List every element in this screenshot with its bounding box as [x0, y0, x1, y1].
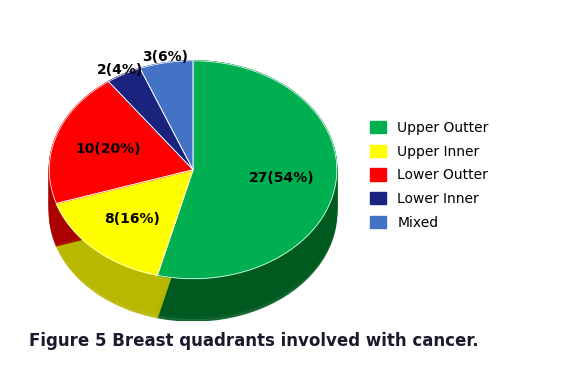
Polygon shape	[49, 96, 193, 217]
Polygon shape	[140, 61, 193, 170]
Polygon shape	[49, 91, 193, 213]
Polygon shape	[140, 73, 193, 182]
Polygon shape	[140, 70, 193, 179]
Polygon shape	[157, 61, 337, 279]
Polygon shape	[140, 66, 193, 175]
Polygon shape	[157, 89, 337, 307]
Polygon shape	[140, 96, 193, 205]
Polygon shape	[157, 75, 337, 293]
Polygon shape	[140, 101, 193, 210]
Polygon shape	[56, 210, 193, 315]
Polygon shape	[56, 184, 193, 289]
Polygon shape	[140, 99, 193, 207]
Polygon shape	[56, 170, 193, 275]
Polygon shape	[109, 108, 193, 210]
Polygon shape	[109, 87, 193, 189]
Text: 2(4%): 2(4%)	[97, 62, 143, 76]
Polygon shape	[49, 93, 193, 215]
Polygon shape	[56, 186, 193, 292]
Polygon shape	[56, 200, 193, 306]
Polygon shape	[157, 99, 337, 316]
Polygon shape	[157, 96, 337, 314]
Polygon shape	[49, 86, 193, 208]
Polygon shape	[56, 203, 193, 308]
Polygon shape	[49, 107, 193, 229]
Polygon shape	[157, 70, 337, 288]
Polygon shape	[109, 92, 193, 193]
Polygon shape	[49, 103, 193, 225]
Polygon shape	[56, 196, 193, 301]
Polygon shape	[140, 85, 193, 193]
Polygon shape	[140, 63, 193, 172]
Polygon shape	[157, 103, 337, 321]
Polygon shape	[109, 85, 193, 186]
Polygon shape	[140, 68, 193, 177]
Text: 8(16%): 8(16%)	[104, 212, 160, 226]
Text: 3(6%): 3(6%)	[142, 51, 188, 65]
Polygon shape	[49, 82, 193, 203]
Polygon shape	[49, 100, 193, 222]
Polygon shape	[56, 179, 193, 284]
Polygon shape	[56, 198, 193, 303]
Polygon shape	[49, 119, 193, 241]
Polygon shape	[140, 92, 193, 200]
Polygon shape	[140, 103, 193, 212]
Polygon shape	[109, 73, 193, 175]
Polygon shape	[49, 98, 193, 220]
Polygon shape	[157, 101, 337, 319]
Polygon shape	[109, 69, 193, 170]
Polygon shape	[157, 61, 337, 279]
Polygon shape	[157, 85, 337, 302]
Polygon shape	[56, 205, 193, 311]
Polygon shape	[56, 189, 193, 294]
Polygon shape	[49, 110, 193, 232]
Polygon shape	[109, 78, 193, 179]
Polygon shape	[56, 172, 193, 277]
Polygon shape	[49, 122, 193, 244]
Polygon shape	[109, 104, 193, 205]
Polygon shape	[140, 82, 193, 191]
Polygon shape	[49, 105, 193, 227]
Polygon shape	[157, 63, 337, 281]
Polygon shape	[157, 92, 337, 309]
Polygon shape	[157, 73, 337, 290]
Text: 27(54%): 27(54%)	[249, 171, 314, 185]
Polygon shape	[56, 175, 193, 280]
Legend: Upper Outter, Upper Inner, Lower Outter, Lower Inner, Mixed: Upper Outter, Upper Inner, Lower Outter,…	[370, 121, 489, 230]
Polygon shape	[157, 80, 337, 297]
Polygon shape	[109, 76, 193, 177]
Polygon shape	[109, 80, 193, 182]
Polygon shape	[49, 82, 193, 203]
Polygon shape	[140, 80, 193, 189]
Polygon shape	[109, 111, 193, 212]
Polygon shape	[140, 61, 193, 170]
Polygon shape	[109, 94, 193, 196]
Text: 10(20%): 10(20%)	[75, 142, 141, 156]
Polygon shape	[140, 75, 193, 184]
Polygon shape	[157, 77, 337, 295]
Polygon shape	[56, 212, 193, 318]
Polygon shape	[157, 66, 337, 283]
Polygon shape	[109, 97, 193, 198]
Polygon shape	[109, 101, 193, 203]
Polygon shape	[49, 89, 193, 210]
Polygon shape	[56, 182, 193, 287]
Polygon shape	[140, 87, 193, 196]
Polygon shape	[109, 90, 193, 191]
Polygon shape	[56, 191, 193, 296]
Polygon shape	[109, 106, 193, 207]
Polygon shape	[109, 83, 193, 184]
Polygon shape	[109, 99, 193, 200]
Polygon shape	[56, 207, 193, 313]
Polygon shape	[49, 84, 193, 206]
Polygon shape	[140, 77, 193, 186]
Text: Figure 5 Breast quadrants involved with cancer.: Figure 5 Breast quadrants involved with …	[29, 332, 479, 349]
Polygon shape	[56, 170, 193, 275]
Polygon shape	[109, 71, 193, 172]
Polygon shape	[109, 69, 193, 170]
Polygon shape	[157, 94, 337, 311]
Polygon shape	[140, 94, 193, 203]
Polygon shape	[56, 177, 193, 282]
Polygon shape	[157, 68, 337, 286]
